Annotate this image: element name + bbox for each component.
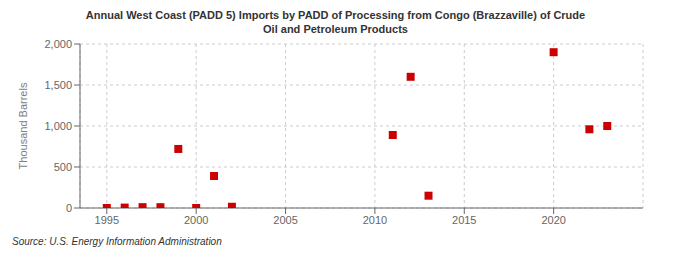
svg-text:1,000: 1,000: [44, 120, 72, 132]
svg-text:2000: 2000: [184, 214, 208, 226]
svg-text:1995: 1995: [95, 214, 119, 226]
svg-text:2020: 2020: [541, 214, 565, 226]
svg-text:2,000: 2,000: [44, 38, 72, 50]
html-text:Annual West Coast (PADD 5) Imp: Annual West Coast (PADD 5) Imports by PA…: [85, 9, 586, 21]
svg-text:0: 0: [66, 202, 72, 214]
html-text:Oil and Petroleum Products: Oil and Petroleum Products: [263, 23, 408, 35]
svg-text:1,500: 1,500: [44, 79, 72, 91]
svg-text:2010: 2010: [363, 214, 387, 226]
svg-text:2005: 2005: [273, 214, 297, 226]
svg-text:Thousand Barrels: Thousand Barrels: [17, 82, 29, 169]
html-text:Source: U.S. Energy Informatio: Source: U.S. Energy Information Administ…: [12, 236, 222, 247]
svg-text:2015: 2015: [452, 214, 476, 226]
svg-text:500: 500: [54, 161, 72, 173]
